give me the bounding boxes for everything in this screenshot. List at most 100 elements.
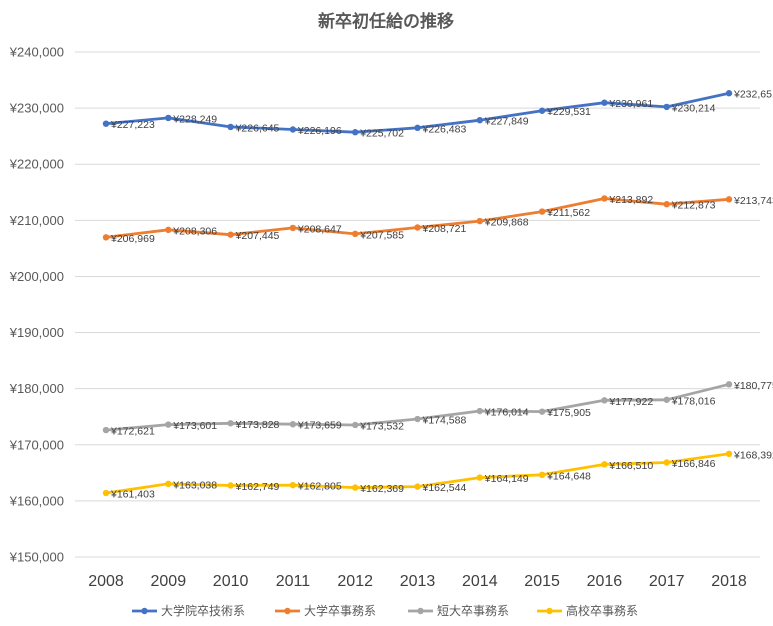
data-point (227, 482, 234, 489)
data-label: ¥226,483 (422, 123, 467, 135)
data-point (414, 415, 421, 423)
x-tick-label: 2013 (400, 573, 436, 590)
x-tick-label: 2008 (88, 573, 124, 590)
data-label: ¥211,562 (546, 207, 590, 219)
data-point (352, 421, 359, 429)
legend-marker (141, 607, 148, 615)
data-point (289, 481, 297, 489)
data-point (725, 90, 733, 97)
data-labels: ¥227,223 ¥228,249 ¥226,645 ¥226,196 ¥225,702… (110, 89, 773, 501)
series-lines (102, 90, 733, 497)
data-label: ¥226,196 (297, 125, 342, 137)
data-label: ¥213,743 (733, 195, 773, 207)
data-point (414, 224, 421, 231)
data-label: ¥230,961 (608, 98, 653, 110)
data-label: ¥177,922 (608, 396, 653, 408)
legend-label: 短大卒事務系 (437, 604, 509, 618)
data-label: ¥227,223 (110, 119, 155, 131)
y-tick-label: ¥190,000 (9, 325, 64, 340)
data-point (601, 397, 608, 404)
data-point (476, 217, 483, 225)
data-point (352, 230, 359, 238)
data-point (601, 461, 608, 468)
data-point (601, 99, 608, 106)
data-point (476, 474, 483, 481)
y-tick-label: ¥150,000 (9, 550, 64, 565)
data-point (414, 483, 421, 490)
y-axis-ticks: ¥150,000 ¥160,000 ¥170,000 ¥180,000 ¥190,000… (9, 45, 64, 565)
data-label: ¥166,846 (671, 458, 716, 470)
data-point (165, 421, 172, 428)
data-point (663, 201, 670, 208)
data-label: ¥175,905 (546, 407, 591, 419)
data-label: ¥173,601 (172, 420, 217, 432)
data-label: ¥226,645 (235, 122, 280, 134)
data-label: ¥178,016 (671, 395, 716, 407)
data-label: ¥163,038 (172, 479, 217, 491)
data-point (725, 196, 733, 203)
data-point (227, 123, 234, 131)
data-point (165, 226, 172, 234)
data-point (102, 426, 110, 434)
data-label: ¥209,868 (484, 217, 529, 229)
gridlines (75, 51, 760, 558)
x-tick-label: 2017 (649, 573, 685, 590)
data-label: ¥207,445 (235, 230, 280, 242)
x-tick-label: 2016 (587, 573, 623, 590)
data-label: ¥225,702 (359, 128, 404, 140)
data-label: ¥227,849 (484, 116, 529, 128)
y-tick-label: ¥200,000 (9, 269, 64, 284)
data-label: ¥229,531 (546, 106, 591, 118)
legend-label: 大学院卒技術系 (161, 603, 245, 618)
legend-marker (417, 607, 424, 615)
chart-title: 新卒初任給の推移 (318, 11, 454, 32)
data-label: ¥207,585 (359, 229, 404, 241)
data-label: ¥228,249 (172, 113, 217, 125)
legend-marker (284, 607, 291, 615)
y-tick-label: ¥230,000 (9, 101, 64, 116)
data-label: ¥173,828 (235, 419, 280, 431)
data-label: ¥172,621 (110, 426, 155, 438)
data-label: ¥232,651 (733, 89, 773, 101)
data-point (538, 107, 546, 114)
data-point (663, 459, 670, 466)
data-point (414, 124, 421, 132)
y-tick-label: ¥210,000 (9, 213, 64, 228)
legend-marker (546, 607, 553, 615)
data-point (102, 234, 110, 241)
data-point (601, 195, 608, 202)
data-point (289, 421, 297, 428)
data-point (663, 103, 670, 111)
x-tick-label: 2014 (462, 573, 498, 590)
data-point (289, 224, 297, 232)
data-label: ¥173,659 (297, 420, 342, 432)
y-tick-label: ¥240,000 (9, 45, 64, 60)
y-tick-label: ¥220,000 (9, 157, 64, 172)
legend-label: 大学卒事務系 (304, 603, 376, 618)
data-point (476, 116, 483, 124)
data-point (538, 408, 546, 415)
x-tick-label: 2012 (337, 573, 373, 590)
data-point (227, 420, 234, 427)
y-tick-label: ¥170,000 (9, 437, 64, 452)
data-label: ¥164,648 (546, 470, 591, 482)
x-tick-label: 2009 (151, 573, 187, 590)
data-label: ¥176,014 (484, 407, 529, 419)
data-label: ¥162,749 (235, 481, 280, 493)
data-label: ¥208,721 (422, 223, 467, 235)
data-point (663, 396, 670, 403)
x-axis-ticks: 2008 2009 2010 2011 2012 2013 2014 2015 2016 2017… (88, 573, 747, 590)
data-point (102, 120, 110, 127)
data-point (725, 450, 733, 458)
data-point (352, 129, 359, 136)
data-label: ¥230,214 (671, 102, 716, 114)
data-label: ¥180,775 (733, 380, 773, 392)
data-point (725, 381, 733, 388)
data-label: ¥212,873 (671, 200, 716, 212)
legend: 大学院卒技術系 大学卒事務系 短大卒事務系 高校卒事務系 (132, 603, 638, 618)
y-tick-label: ¥160,000 (9, 493, 64, 508)
data-label: ¥174,588 (422, 415, 467, 427)
y-tick-label: ¥180,000 (9, 381, 64, 396)
data-label: ¥206,969 (110, 233, 155, 245)
